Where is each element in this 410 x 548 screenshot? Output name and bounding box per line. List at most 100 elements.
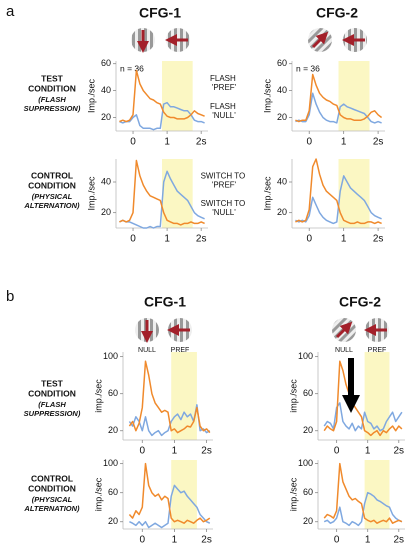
y-tick-label: 20 bbox=[108, 425, 118, 435]
x-tick-label: 2s bbox=[201, 446, 212, 457]
y-tick-label: 100 bbox=[298, 458, 313, 468]
x-tick-label: 1 bbox=[172, 535, 178, 546]
title: CFG-2 bbox=[339, 294, 381, 310]
y-tick-label: 100 bbox=[298, 351, 313, 361]
x-tick-label: 0 bbox=[306, 234, 312, 245]
y-tick-label: 40 bbox=[277, 176, 287, 186]
x-tick-label: 2s bbox=[394, 446, 405, 457]
row-label: CONDITION bbox=[28, 483, 76, 493]
series-line bbox=[128, 360, 211, 434]
title: CFG-1 bbox=[144, 294, 186, 310]
shaded-interval bbox=[162, 61, 193, 131]
row-note: (PHYSICAL bbox=[32, 192, 73, 201]
shaded-interval bbox=[162, 159, 193, 228]
row-label: CONDITION bbox=[28, 388, 76, 398]
stimulus-label: NULL bbox=[335, 347, 353, 354]
legend-label: SWITCH TO 'PREF' bbox=[201, 172, 248, 190]
shaded-interval bbox=[338, 159, 370, 228]
x-tick-label: 2s bbox=[373, 234, 384, 245]
row-note: ALTERNATION) bbox=[23, 201, 80, 210]
y-tick-label: 40 bbox=[101, 85, 111, 95]
row-note: (PHYSICAL bbox=[32, 495, 73, 504]
y-axis-label: imp./sec bbox=[288, 379, 298, 413]
x-tick-label: 1 bbox=[164, 137, 170, 148]
row-label: TEST bbox=[41, 378, 64, 388]
stimulus-label: NULL bbox=[138, 347, 156, 354]
x-tick-label: 2s bbox=[196, 137, 207, 148]
y-axis-label: Imp./sec bbox=[86, 78, 96, 113]
series-line bbox=[119, 69, 205, 123]
stimulus-label: PREF bbox=[368, 347, 387, 354]
x-tick-label: 0 bbox=[140, 446, 146, 457]
y-axis-label: imp./sec bbox=[93, 379, 103, 413]
x-tick-label: 1 bbox=[164, 234, 170, 245]
x-tick-label: 2s bbox=[394, 535, 405, 546]
y-tick-label: 40 bbox=[101, 176, 111, 186]
x-tick-label: 1 bbox=[341, 234, 347, 245]
row-label: CONDITION bbox=[28, 180, 76, 190]
series-line bbox=[119, 159, 205, 226]
series-line bbox=[295, 158, 382, 225]
stimulus-icons bbox=[131, 28, 389, 343]
row-label: CONTROL bbox=[31, 170, 73, 180]
charts: TESTCONDITION(FLASHSUPPRESSION)CONTROLCO… bbox=[23, 58, 405, 546]
y-axis-label: Imp./sec bbox=[86, 176, 96, 211]
y-tick-label: 20 bbox=[101, 207, 111, 217]
legend-label: FLASH 'NULL' bbox=[210, 102, 238, 120]
row-label: CONTROL bbox=[31, 473, 73, 483]
title: CFG-2 bbox=[316, 5, 358, 21]
stimulus-label: PREF bbox=[171, 347, 190, 354]
x-tick-label: 2s bbox=[201, 535, 212, 546]
annotation: n = 36 bbox=[120, 63, 144, 73]
series-line bbox=[323, 360, 403, 437]
x-tick-label: 1 bbox=[365, 535, 371, 546]
y-tick-label: 20 bbox=[101, 112, 111, 122]
row-note: ALTERNATION) bbox=[23, 504, 80, 513]
x-tick-label: 2s bbox=[196, 234, 207, 245]
y-tick-label: 20 bbox=[277, 112, 287, 122]
x-tick-label: 0 bbox=[130, 234, 136, 245]
y-tick-label: 60 bbox=[108, 487, 118, 497]
series-line bbox=[119, 101, 205, 131]
row-label: CONDITION bbox=[28, 83, 76, 93]
y-tick-label: 60 bbox=[277, 58, 287, 68]
row-note: SUPPRESSION) bbox=[24, 104, 81, 113]
shaded-interval bbox=[171, 352, 197, 440]
shaded-interval bbox=[171, 460, 197, 529]
y-axis-label: imp./sec bbox=[93, 477, 103, 511]
y-tick-label: 60 bbox=[303, 388, 313, 398]
x-tick-label: 1 bbox=[172, 446, 178, 457]
y-tick-label: 20 bbox=[108, 516, 118, 526]
x-tick-label: 1 bbox=[341, 137, 347, 148]
y-tick-label: 100 bbox=[103, 351, 118, 361]
y-axis-label: Imp./sec bbox=[262, 176, 272, 211]
y-tick-label: 60 bbox=[108, 388, 118, 398]
shaded-interval bbox=[364, 460, 390, 529]
y-axis-label: Imp./sec bbox=[262, 78, 272, 113]
panel-letter: a bbox=[6, 3, 15, 20]
row-note: (FLASH bbox=[38, 400, 66, 409]
legend-label: FLASH 'PREF' bbox=[210, 74, 238, 92]
x-tick-label: 0 bbox=[334, 446, 340, 457]
x-tick-label: 0 bbox=[130, 137, 136, 148]
x-tick-label: 0 bbox=[334, 535, 340, 546]
title: CFG-1 bbox=[139, 5, 181, 21]
y-tick-label: 60 bbox=[303, 487, 313, 497]
y-tick-label: 100 bbox=[103, 458, 118, 468]
y-tick-label: 20 bbox=[303, 425, 313, 435]
series-line bbox=[323, 462, 403, 524]
row-note: SUPPRESSION) bbox=[24, 409, 81, 418]
y-tick-label: 20 bbox=[303, 516, 313, 526]
x-tick-label: 0 bbox=[140, 535, 146, 546]
row-label: TEST bbox=[41, 73, 64, 83]
row-note: (FLASH bbox=[38, 95, 66, 104]
x-tick-label: 0 bbox=[306, 137, 312, 148]
series-line bbox=[128, 462, 211, 524]
annotation: n = 36 bbox=[296, 63, 320, 73]
x-tick-label: 2s bbox=[373, 137, 384, 148]
x-tick-label: 1 bbox=[365, 446, 371, 457]
y-axis-label: imp./sec bbox=[288, 477, 298, 511]
legend-label: SWITCH TO 'NULL' bbox=[201, 199, 248, 217]
y-tick-label: 40 bbox=[277, 85, 287, 95]
